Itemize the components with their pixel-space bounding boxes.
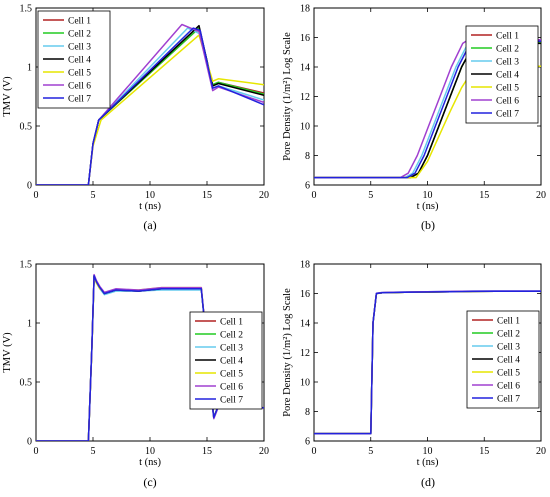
legend-entry: Cell 5	[497, 369, 520, 379]
x-axis-label: t (ns)	[139, 201, 161, 212]
x-tick-label: 0	[34, 190, 39, 201]
y-tick-label: 0	[27, 181, 32, 192]
legend-entry: Cell 4	[496, 71, 519, 81]
y-tick-label: 8	[305, 407, 310, 418]
series-line-cell-6	[314, 38, 541, 179]
legend-entry: Cell 6	[68, 82, 91, 92]
legend-entry: Cell 5	[220, 370, 243, 380]
legend-entry: Cell 7	[497, 395, 520, 405]
legend: Cell 1 Cell 2 Cell 3 Cell 4 Cell 5 Cell 6 Cell…	[189, 311, 263, 410]
legend-entry: Cell 3	[68, 43, 91, 53]
x-tick-label: 20	[259, 446, 269, 457]
y-tick-label: 16	[300, 289, 310, 300]
legend: Cell 1 Cell 2 Cell 3 Cell 4 Cell 5 Cell 6 Cell…	[37, 10, 111, 109]
legend-entry: Cell 1	[68, 17, 91, 27]
legend-entry: Cell 3	[496, 58, 519, 68]
y-tick-label: 0.5	[20, 378, 33, 389]
y-axis-label: TMV (V)	[2, 332, 13, 373]
y-tick-label: 8	[305, 151, 310, 162]
x-tick-label: 10	[145, 190, 155, 201]
x-tick-label: 5	[91, 446, 96, 457]
series-lines	[314, 290, 541, 435]
legend: Cell 1 Cell 2 Cell 3 Cell 4 Cell 5 Cell 6 Cell…	[466, 310, 540, 409]
y-tick-label: 1.5	[20, 260, 33, 271]
legend-entry: Cell 1	[497, 317, 520, 327]
x-tick-label: 20	[259, 190, 269, 201]
legend-entry: Cell 4	[220, 357, 243, 367]
y-tick-label: 0	[27, 437, 32, 448]
chart-panel-d: 0 5 10 15 20 6 8 10 12 14 16 18 t (ns) Pore Density (…	[282, 260, 546, 490]
legend: Cell 1 Cell 2 Cell 3 Cell 4 Cell 5 Cell 6 Cell…	[465, 25, 539, 124]
legend-entry: Cell 7	[68, 95, 91, 105]
series-lines	[36, 23, 264, 185]
legend-entry: Cell 1	[220, 318, 243, 328]
y-axis-label: TMV (V)	[2, 76, 13, 117]
x-tick-label: 20	[536, 446, 546, 457]
legend-entry: Cell 2	[220, 331, 243, 341]
panel-caption: (c)	[143, 475, 156, 489]
x-tick-label: 10	[423, 190, 433, 201]
x-tick-label: 15	[479, 190, 489, 201]
y-tick-label: 18	[300, 260, 310, 271]
y-tick-label: 1.5	[20, 4, 33, 15]
x-tick-label: 15	[479, 446, 489, 457]
legend-entry: Cell 2	[496, 45, 519, 55]
y-tick-label: 10	[300, 122, 310, 133]
x-tick-label: 0	[312, 446, 317, 457]
y-tick-label: 12	[300, 348, 310, 359]
x-axis-label: t (ns)	[139, 457, 161, 468]
x-tick-label: 5	[368, 190, 373, 201]
y-tick-label: 1	[27, 319, 32, 330]
series-line-cell-7	[36, 27, 264, 185]
y-tick-label: 16	[300, 33, 310, 44]
panel-caption: (b)	[421, 218, 435, 232]
y-axis-label: Pore Density (1/m²) Log Scale	[282, 288, 293, 417]
legend-entry: Cell 7	[496, 110, 519, 120]
legend-entry: Cell 6	[497, 382, 520, 392]
x-axis-label: t (ns)	[417, 201, 439, 212]
x-tick-label: 10	[145, 446, 155, 457]
panel-caption: (a)	[143, 218, 156, 232]
x-tick-label: 5	[91, 190, 96, 201]
y-tick-label: 14	[300, 319, 310, 330]
legend-entry: Cell 5	[496, 84, 519, 94]
chart-panel-b: 0 5 10 15 20 6 8 10 12 14 16 18 t (ns) Pore Density (…	[282, 4, 546, 233]
legend-entry: Cell 3	[497, 343, 520, 353]
legend-entry: Cell 2	[68, 30, 91, 40]
x-tick-label: 5	[368, 446, 373, 457]
series-line-cell-7	[314, 290, 541, 435]
y-tick-label: 10	[300, 378, 310, 389]
x-axis-label: t (ns)	[417, 457, 439, 468]
legend-entry: Cell 6	[496, 97, 519, 107]
y-tick-label: 1	[27, 63, 32, 74]
x-tick-label: 15	[202, 190, 212, 201]
legend-entry: Cell 4	[497, 356, 520, 366]
legend-entry: Cell 7	[220, 396, 243, 406]
legend-entry: Cell 1	[496, 32, 519, 42]
legend-entry: Cell 5	[68, 69, 91, 79]
y-axis-label: Pore Density (1/m²) Log Scale	[282, 32, 293, 161]
legend-entry: Cell 4	[68, 56, 91, 66]
x-tick-label: 20	[536, 190, 546, 201]
legend-entry: Cell 3	[220, 344, 243, 354]
legend-entry: Cell 2	[497, 330, 520, 340]
x-tick-label: 10	[423, 446, 433, 457]
x-tick-label: 0	[312, 190, 317, 201]
y-tick-label: 6	[305, 181, 310, 192]
y-tick-label: 0.5	[20, 122, 33, 133]
y-tick-label: 14	[300, 63, 310, 74]
y-tick-label: 12	[300, 92, 310, 103]
y-tick-label: 18	[300, 4, 310, 15]
panel-caption: (d)	[421, 475, 435, 489]
legend-entry: Cell 6	[220, 383, 243, 393]
y-tick-label: 6	[305, 437, 310, 448]
x-tick-label: 15	[202, 446, 212, 457]
x-tick-label: 0	[34, 446, 39, 457]
